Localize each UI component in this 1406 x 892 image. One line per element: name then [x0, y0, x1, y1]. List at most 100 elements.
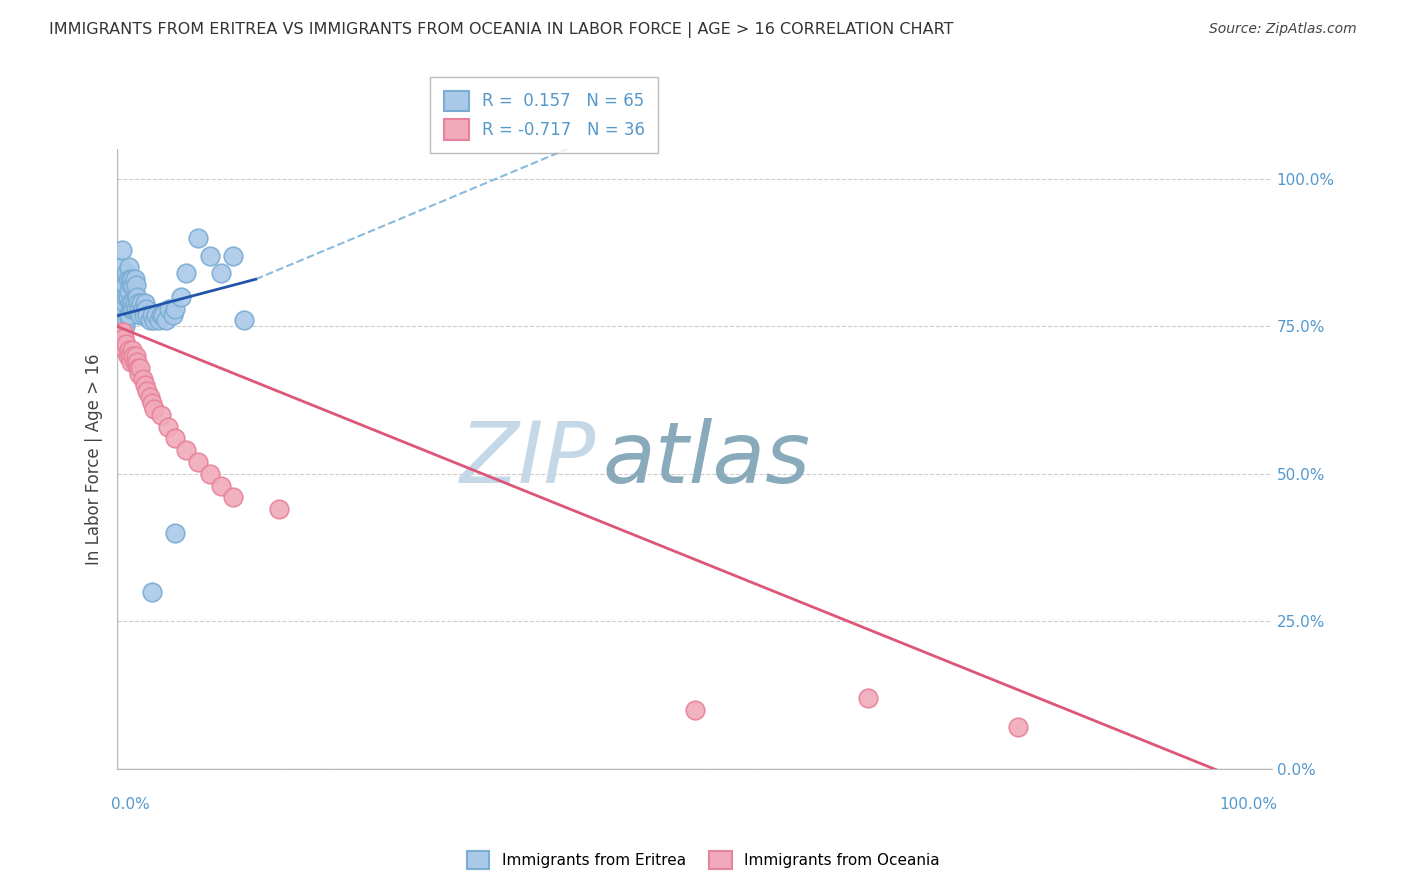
- Text: Source: ZipAtlas.com: Source: ZipAtlas.com: [1209, 22, 1357, 37]
- Point: [209, 266, 232, 280]
- Point: [163, 525, 186, 540]
- Point: [117, 272, 139, 286]
- Point: [150, 308, 173, 322]
- Point: [111, 295, 134, 310]
- Point: [233, 313, 256, 327]
- Point: [118, 260, 141, 275]
- Point: [209, 478, 232, 492]
- Point: [122, 349, 145, 363]
- Point: [112, 290, 135, 304]
- Point: [111, 337, 134, 351]
- Point: [138, 313, 160, 327]
- Point: [124, 301, 146, 316]
- Point: [110, 278, 132, 293]
- Point: [125, 355, 148, 369]
- Point: [136, 384, 159, 399]
- Point: [128, 301, 150, 316]
- Point: [176, 443, 198, 458]
- Point: [136, 308, 159, 322]
- Point: [131, 372, 153, 386]
- Point: [221, 249, 243, 263]
- Point: [114, 278, 136, 293]
- Legend: Immigrants from Eritrea, Immigrants from Oceania: Immigrants from Eritrea, Immigrants from…: [460, 845, 946, 875]
- Text: IMMIGRANTS FROM ERITREA VS IMMIGRANTS FROM OCEANIA IN LABOR FORCE | AGE > 16 COR: IMMIGRANTS FROM ERITREA VS IMMIGRANTS FR…: [49, 22, 953, 38]
- Point: [121, 295, 143, 310]
- Point: [121, 343, 143, 357]
- Point: [145, 308, 167, 322]
- Point: [112, 331, 135, 345]
- Point: [267, 502, 290, 516]
- Point: [176, 266, 198, 280]
- Point: [155, 313, 177, 327]
- Point: [111, 290, 134, 304]
- Point: [108, 301, 131, 316]
- Point: [131, 295, 153, 310]
- Point: [148, 313, 170, 327]
- Point: [124, 278, 146, 293]
- Point: [120, 301, 142, 316]
- Point: [141, 584, 163, 599]
- Point: [131, 301, 153, 316]
- Point: [112, 301, 135, 316]
- Point: [187, 231, 209, 245]
- Point: [162, 308, 184, 322]
- Point: [110, 326, 132, 340]
- Text: 0.0%: 0.0%: [111, 797, 150, 812]
- Text: ZIP: ZIP: [460, 417, 596, 500]
- Point: [187, 455, 209, 469]
- Point: [117, 290, 139, 304]
- Point: [198, 249, 221, 263]
- Point: [157, 301, 180, 316]
- Point: [117, 349, 139, 363]
- Point: [134, 378, 156, 392]
- Point: [118, 308, 141, 322]
- Point: [120, 355, 142, 369]
- Point: [135, 301, 157, 316]
- Point: [122, 301, 145, 316]
- Point: [143, 313, 166, 327]
- Point: [118, 349, 141, 363]
- Point: [134, 295, 156, 310]
- Point: [121, 272, 143, 286]
- Point: [141, 308, 163, 322]
- Point: [163, 301, 186, 316]
- Point: [115, 290, 138, 304]
- Point: [120, 278, 142, 293]
- Point: [125, 290, 148, 304]
- Point: [124, 295, 146, 310]
- Point: [150, 408, 173, 422]
- Point: [112, 272, 135, 286]
- Point: [1007, 720, 1029, 734]
- Point: [129, 308, 152, 322]
- Point: [124, 272, 146, 286]
- Point: [111, 326, 134, 340]
- Point: [163, 432, 186, 446]
- Point: [117, 308, 139, 322]
- Point: [856, 690, 879, 705]
- Point: [111, 243, 134, 257]
- Point: [127, 295, 149, 310]
- Point: [114, 343, 136, 357]
- Text: atlas: atlas: [602, 417, 810, 500]
- Point: [143, 401, 166, 416]
- Point: [115, 266, 138, 280]
- Point: [118, 343, 141, 357]
- Point: [138, 390, 160, 404]
- Point: [110, 260, 132, 275]
- Point: [152, 308, 174, 322]
- Point: [141, 396, 163, 410]
- Point: [111, 313, 134, 327]
- Point: [115, 337, 138, 351]
- Point: [114, 319, 136, 334]
- Y-axis label: In Labor Force | Age > 16: In Labor Force | Age > 16: [86, 353, 103, 565]
- Point: [156, 419, 179, 434]
- Point: [118, 272, 141, 286]
- Text: 100.0%: 100.0%: [1219, 797, 1278, 812]
- Point: [122, 278, 145, 293]
- Point: [114, 295, 136, 310]
- Point: [111, 278, 134, 293]
- Point: [132, 308, 155, 322]
- Point: [129, 360, 152, 375]
- Point: [118, 284, 141, 298]
- Point: [118, 295, 141, 310]
